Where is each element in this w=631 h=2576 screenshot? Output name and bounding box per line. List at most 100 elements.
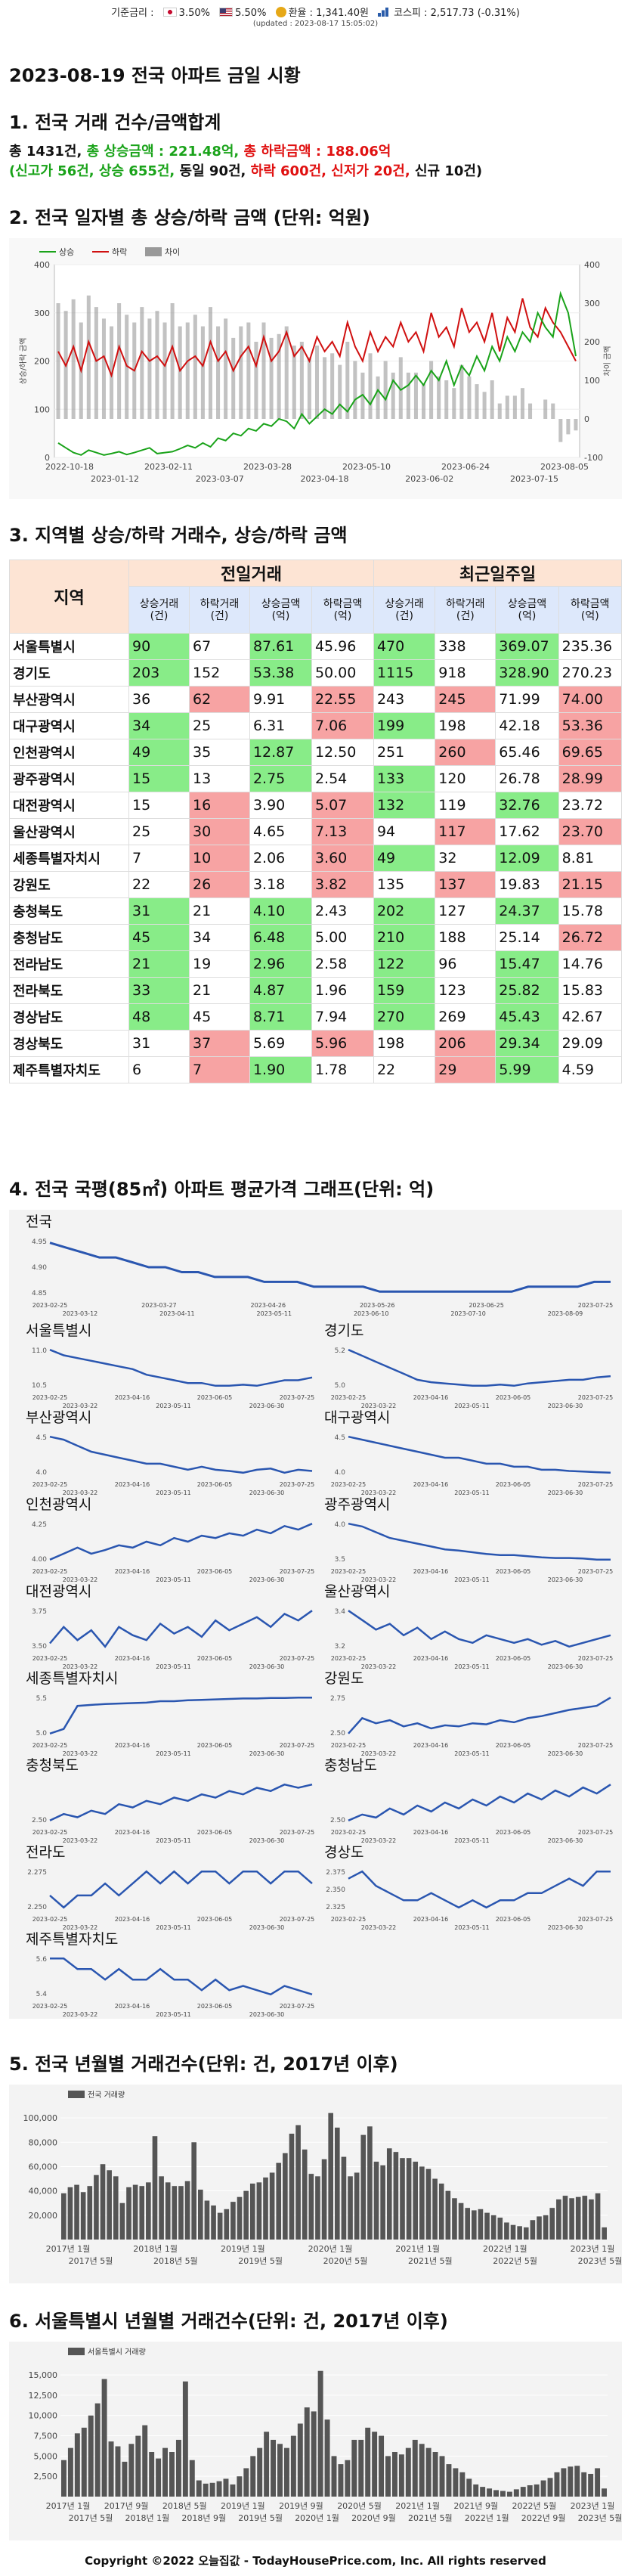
volume-bar xyxy=(94,2403,101,2497)
table-cell: 2.58 xyxy=(311,950,374,978)
table-cell: 7 xyxy=(188,1056,250,1083)
table-cell: 15.83 xyxy=(558,977,623,1004)
x-tick: 2023-03-22 xyxy=(361,1750,397,1757)
x-tick: 2023-04-16 xyxy=(115,1916,150,1923)
table-cell: 12.87 xyxy=(249,739,312,766)
table-cell: 918 xyxy=(435,659,496,687)
volume-bar xyxy=(338,2464,344,2497)
volume-bar xyxy=(277,2444,283,2497)
y-tick: 4.0 xyxy=(335,1521,346,1529)
volume-bar xyxy=(297,2423,303,2497)
x-tick: 2023-04-16 xyxy=(413,1655,449,1662)
table-cell: 1.90 xyxy=(249,1056,312,1083)
table-cell: 25.14 xyxy=(495,924,559,951)
table-row: 경기도 203 152 53.38 50.00 1115 918 328.90 270.23 xyxy=(9,659,623,687)
table-cell: 159 xyxy=(373,977,436,1004)
table-cell: 33 xyxy=(128,977,190,1004)
x-tick: 2023-02-25 xyxy=(331,1742,367,1749)
summary-new-high: 신고가 56건, xyxy=(15,163,99,179)
x-tick-top: 2022년 1월 xyxy=(483,2244,527,2254)
price-line xyxy=(49,1783,313,1821)
diff-bar xyxy=(94,307,98,419)
diff-bar xyxy=(208,307,213,419)
diff-bar xyxy=(444,380,449,419)
y-tick: 2.50 xyxy=(330,1817,345,1824)
x-tick: 2023-02-25 xyxy=(331,1568,367,1575)
volume-bar xyxy=(413,2162,419,2240)
volume-bar xyxy=(324,2419,330,2497)
legend-label: 서울특별시 거래량 xyxy=(88,2348,146,2357)
volume-bar xyxy=(543,2215,549,2240)
table-cell: 117 xyxy=(435,818,496,845)
x-tick: 2023-04-16 xyxy=(413,1829,449,1836)
table-cell: 10 xyxy=(188,845,250,872)
y-tick: 40,000 xyxy=(29,2187,58,2196)
volume-bar xyxy=(135,2435,141,2497)
diff-bar xyxy=(413,372,418,419)
table-row: 충청북도 31 21 4.10 2.43 202 127 24.37 15.78 xyxy=(9,897,623,925)
table-cell: 328.90 xyxy=(495,659,559,687)
volume-bar xyxy=(115,2446,121,2497)
price-line xyxy=(49,1870,313,1909)
price-line xyxy=(348,1784,611,1821)
volume-bar xyxy=(128,2444,135,2497)
volume-bar xyxy=(269,2172,275,2240)
x-tick: 2023-06-30 xyxy=(249,1576,285,1583)
panel-plot xyxy=(348,1692,611,1739)
volume-bar xyxy=(459,2472,466,2497)
x-tick: 2023-03-22 xyxy=(361,1489,397,1496)
y-tick: 100,000 xyxy=(23,2113,58,2123)
summary-up-count: 상승 655건, xyxy=(98,163,180,179)
diff-bar xyxy=(512,395,517,419)
diff-bar xyxy=(398,357,403,419)
diff-bar xyxy=(345,342,350,419)
table-cell: 5.07 xyxy=(311,792,374,819)
diff-bar xyxy=(71,299,76,419)
x-tick-bottom: 2020년 9월 xyxy=(351,2513,396,2523)
y-tick: 4.5 xyxy=(335,1434,345,1442)
table-cell: 71.99 xyxy=(495,686,559,713)
diff-bar xyxy=(299,342,304,419)
price-line xyxy=(348,1610,611,1648)
table-cell: 269 xyxy=(435,1003,496,1031)
table-cell: 13 xyxy=(188,765,250,792)
x-tick: 2023-02-25 xyxy=(32,1568,68,1575)
table-cell: 7.94 xyxy=(311,1003,374,1031)
table-row: 전라남도 21 19 2.96 2.58 122 96 15.47 14.76 xyxy=(9,950,623,978)
y-tick: 3.4 xyxy=(335,1608,346,1616)
x-tick: 2023-06-30 xyxy=(548,1663,583,1670)
volume-bar xyxy=(198,2190,203,2240)
volume-bar xyxy=(341,2156,347,2240)
table-cell: 2.96 xyxy=(249,950,312,978)
y-axis-label-left: 상승/하락 금액 xyxy=(18,338,28,385)
fx-rate: 환율 : 1,341.40원 xyxy=(275,7,369,19)
x-tick-top: 2020년 1월 xyxy=(308,2244,353,2254)
x-tick: 2023-07-25 xyxy=(578,1302,614,1309)
x-tick: 2023-06-05 xyxy=(197,1655,233,1662)
diff-bar xyxy=(437,376,441,419)
diff-bar xyxy=(314,346,320,419)
table-cell: 245 xyxy=(435,686,496,713)
volume-bar xyxy=(107,2170,112,2240)
region-name: 경상남도 xyxy=(9,1003,129,1031)
panel-plot xyxy=(50,1605,312,1652)
volume-bar xyxy=(405,2447,411,2497)
x-tick: 2023-06-05 xyxy=(197,1829,233,1836)
x-tick-top: 2021년 1월 xyxy=(395,2244,440,2254)
y-tick-right: -100 xyxy=(584,453,603,463)
region-name: 서울특별시 xyxy=(9,633,129,660)
table-cell: 6.31 xyxy=(249,712,312,739)
volume-bar xyxy=(504,2222,509,2240)
volume-bar xyxy=(575,2196,581,2240)
volume-bar xyxy=(473,2484,479,2497)
table-cell: 1.78 xyxy=(311,1056,374,1083)
x-tick: 2023-04-16 xyxy=(115,1394,150,1401)
table-cell: 137 xyxy=(435,871,496,898)
volume-bar xyxy=(108,2441,114,2497)
volume-bar xyxy=(191,2142,196,2240)
price-line xyxy=(348,1697,611,1734)
x-tick: 2023-05-11 xyxy=(156,1837,191,1844)
y-tick: 4.85 xyxy=(32,1290,47,1297)
y-tick: 5,000 xyxy=(34,2451,58,2461)
x-tick: 2023-05-11 xyxy=(156,2011,191,2018)
